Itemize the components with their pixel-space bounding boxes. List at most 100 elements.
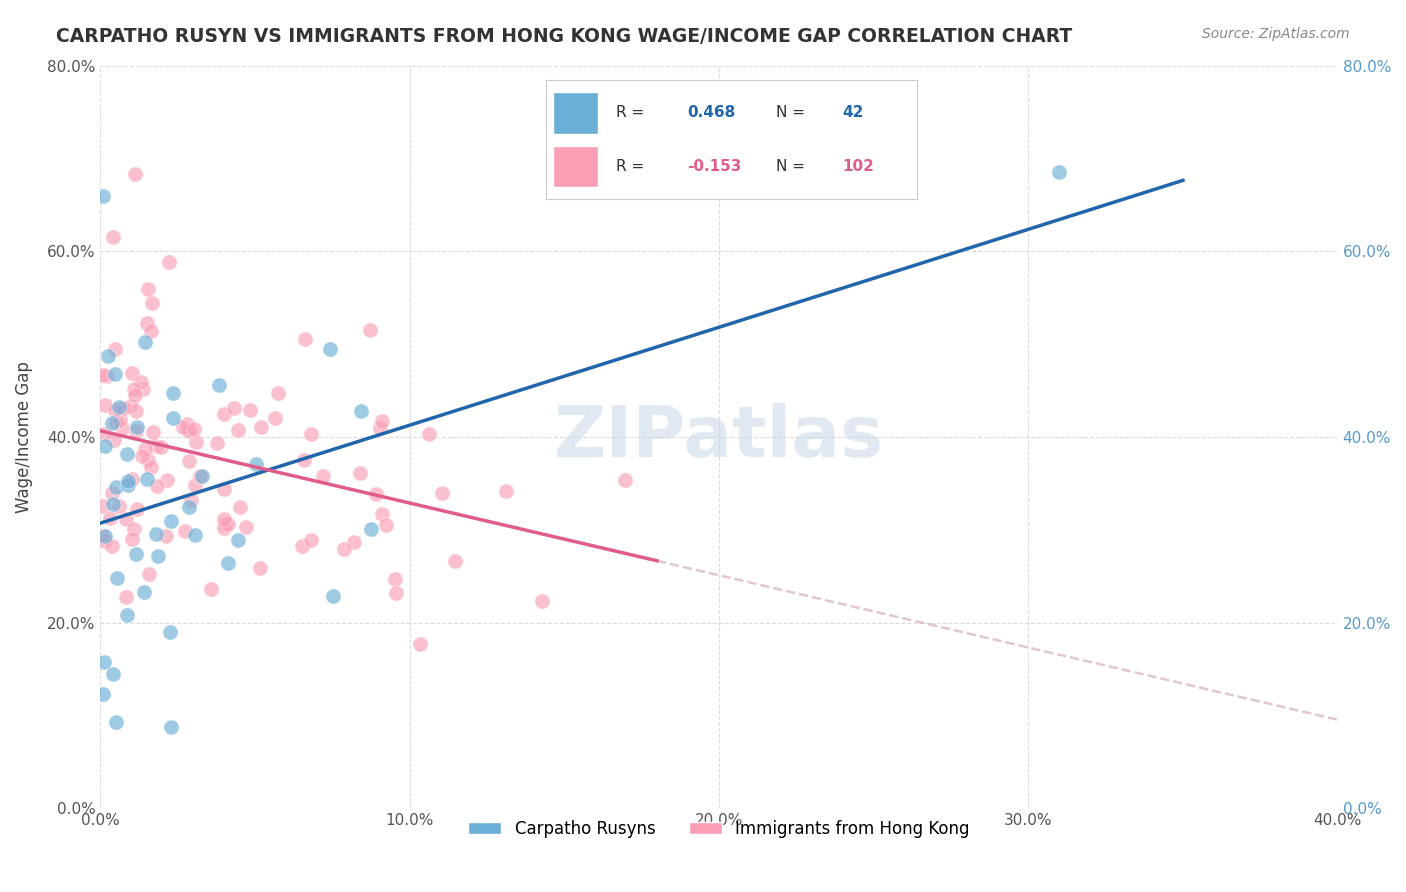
Point bbox=[250, 419, 273, 434]
Point bbox=[131, 382, 153, 396]
Point bbox=[105, 415, 128, 429]
Point bbox=[371, 508, 394, 522]
Point bbox=[176, 417, 198, 432]
Point bbox=[121, 367, 143, 381]
Point bbox=[430, 486, 453, 500]
Point bbox=[160, 515, 183, 529]
Text: ZIPatlas: ZIPatlas bbox=[554, 402, 884, 472]
Point bbox=[97, 349, 120, 363]
Point bbox=[93, 687, 115, 701]
Point bbox=[191, 469, 214, 483]
Point bbox=[141, 460, 163, 475]
Point bbox=[156, 473, 179, 487]
Point bbox=[155, 529, 177, 543]
Point bbox=[190, 469, 212, 483]
Point bbox=[94, 529, 117, 543]
Point bbox=[239, 403, 262, 417]
Point bbox=[117, 474, 139, 488]
Point bbox=[614, 474, 637, 488]
Point bbox=[93, 500, 115, 514]
Point bbox=[214, 516, 236, 531]
Point bbox=[94, 398, 117, 412]
Point bbox=[217, 517, 239, 532]
Point bbox=[319, 342, 342, 356]
Point bbox=[292, 452, 315, 467]
Point bbox=[177, 454, 200, 468]
Point bbox=[385, 586, 408, 600]
Point bbox=[121, 533, 143, 547]
Point bbox=[115, 447, 138, 461]
Point bbox=[129, 375, 152, 389]
Point bbox=[136, 472, 159, 486]
Point bbox=[101, 539, 124, 553]
Point bbox=[114, 591, 136, 605]
Point bbox=[104, 714, 127, 729]
Point bbox=[179, 500, 201, 515]
Point bbox=[107, 571, 129, 585]
Point bbox=[101, 416, 124, 430]
Point bbox=[343, 535, 366, 549]
Point bbox=[103, 497, 125, 511]
Point bbox=[104, 403, 127, 417]
Point bbox=[93, 188, 115, 202]
Point bbox=[141, 295, 163, 310]
Point bbox=[374, 518, 396, 533]
Point bbox=[117, 478, 139, 492]
Point bbox=[370, 421, 392, 435]
Point bbox=[146, 479, 169, 493]
Point bbox=[125, 424, 148, 438]
Point bbox=[136, 453, 159, 467]
Point bbox=[112, 401, 135, 415]
Point bbox=[104, 368, 127, 382]
Point bbox=[294, 332, 316, 346]
Point bbox=[370, 414, 392, 428]
Point bbox=[359, 323, 381, 337]
Point bbox=[93, 655, 115, 669]
Point bbox=[101, 486, 124, 500]
Point bbox=[136, 282, 159, 296]
Text: Source: ZipAtlas.com: Source: ZipAtlas.com bbox=[1202, 27, 1350, 41]
Point bbox=[443, 554, 465, 568]
Point bbox=[172, 420, 194, 434]
Point bbox=[145, 439, 167, 453]
Point bbox=[186, 434, 208, 449]
Point bbox=[134, 334, 156, 349]
Point bbox=[208, 378, 231, 392]
Point bbox=[104, 343, 127, 357]
Point bbox=[96, 368, 118, 383]
Point bbox=[235, 520, 257, 534]
Point bbox=[366, 487, 388, 501]
Point bbox=[177, 424, 200, 438]
Point bbox=[214, 521, 236, 535]
Point bbox=[200, 582, 222, 596]
Point bbox=[124, 547, 146, 561]
Point bbox=[107, 499, 129, 513]
Point bbox=[93, 528, 115, 542]
Point bbox=[212, 407, 235, 421]
Point bbox=[124, 167, 146, 181]
Point bbox=[157, 255, 180, 269]
Text: CARPATHO RUSYN VS IMMIGRANTS FROM HONG KONG WAGE/INCOME GAP CORRELATION CHART: CARPATHO RUSYN VS IMMIGRANTS FROM HONG K… bbox=[56, 27, 1073, 45]
Point bbox=[266, 385, 288, 400]
Point bbox=[418, 427, 440, 442]
Point bbox=[107, 400, 129, 414]
Point bbox=[263, 411, 285, 425]
Point bbox=[226, 423, 249, 437]
Point bbox=[349, 466, 371, 480]
Y-axis label: Wage/Income Gap: Wage/Income Gap bbox=[15, 361, 32, 513]
Point bbox=[228, 533, 250, 547]
Point bbox=[183, 422, 205, 436]
Point bbox=[409, 637, 432, 651]
Point bbox=[98, 510, 121, 524]
Point bbox=[104, 480, 127, 494]
Point bbox=[162, 386, 184, 401]
Point bbox=[214, 482, 236, 496]
Point bbox=[495, 484, 517, 499]
Point bbox=[149, 440, 172, 454]
Point bbox=[291, 539, 314, 553]
Point bbox=[222, 401, 245, 416]
Point bbox=[205, 436, 228, 450]
Point bbox=[115, 608, 138, 623]
Point bbox=[360, 522, 382, 536]
Point bbox=[174, 524, 197, 539]
